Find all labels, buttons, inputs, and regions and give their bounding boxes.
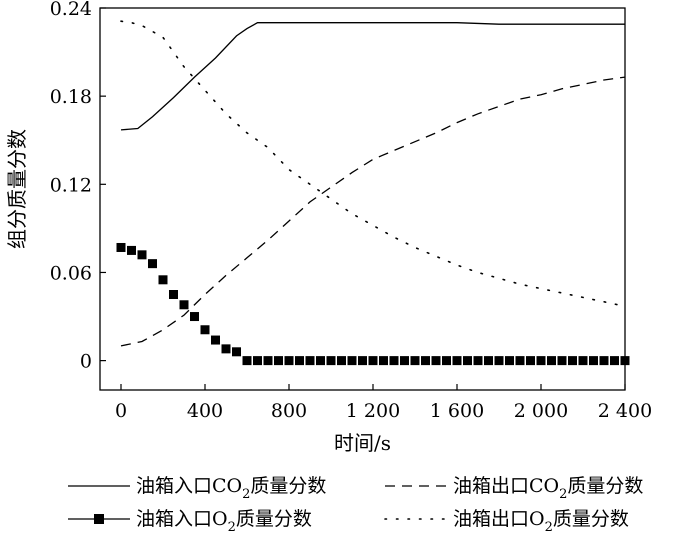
o2-inlet-marker bbox=[358, 356, 367, 366]
o2-inlet-marker bbox=[400, 356, 409, 366]
o2-inlet-marker bbox=[211, 335, 220, 345]
o2-inlet-marker bbox=[116, 242, 126, 252]
o2-inlet-marker bbox=[536, 356, 546, 366]
o2-inlet-marker bbox=[368, 356, 378, 366]
x-tick-label: 1 600 bbox=[430, 400, 484, 422]
o2-inlet-marker bbox=[494, 356, 504, 366]
y-tick-label: 0.18 bbox=[50, 86, 92, 108]
o2-inlet-marker bbox=[389, 356, 399, 366]
o2-inlet-marker bbox=[463, 356, 472, 366]
y-tick-label: 0.12 bbox=[50, 174, 92, 196]
o2-inlet-marker bbox=[589, 356, 598, 366]
o2-inlet-marker bbox=[599, 356, 609, 366]
o2-inlet-marker bbox=[505, 356, 514, 366]
o2-inlet-marker bbox=[557, 356, 567, 366]
x-tick-label: 0 bbox=[115, 400, 127, 422]
co2-inlet-line bbox=[120, 22, 625, 131]
legend-label: 油箱出口CO2质量分数 bbox=[453, 475, 643, 502]
o2-outlet-line bbox=[120, 20, 626, 308]
legend-swatch-marker bbox=[94, 514, 104, 524]
o2-inlet-marker bbox=[484, 356, 493, 366]
x-tick-label: 800 bbox=[271, 400, 307, 422]
o2-inlet-marker bbox=[200, 325, 210, 335]
o2-inlet-marker bbox=[326, 356, 336, 366]
plot-area bbox=[116, 20, 630, 366]
y-tick-label: 0.06 bbox=[50, 262, 92, 284]
o2-inlet-marker bbox=[305, 356, 315, 366]
o2-inlet-marker bbox=[610, 356, 619, 366]
x-tick-label: 2 400 bbox=[598, 400, 652, 422]
x-tick-label: 2 000 bbox=[514, 400, 568, 422]
x-axis-title: 时间/s bbox=[334, 431, 391, 455]
o2-inlet-marker bbox=[578, 356, 588, 366]
o2-inlet-marker bbox=[515, 356, 525, 366]
o2-inlet-marker bbox=[148, 259, 157, 269]
o2-inlet-marker bbox=[179, 300, 189, 310]
o2-inlet-marker bbox=[337, 356, 346, 366]
o2-inlet-marker bbox=[316, 356, 325, 366]
o2-inlet-marker bbox=[568, 356, 577, 366]
o2-inlet-marker bbox=[431, 356, 441, 366]
o2-inlet-marker bbox=[137, 250, 147, 260]
y-axis-title: 组分质量分数 bbox=[5, 129, 29, 249]
legend-label: 油箱入口O2质量分数 bbox=[136, 508, 312, 535]
o2-inlet-marker bbox=[274, 356, 283, 366]
legend-label: 油箱出口O2质量分数 bbox=[453, 508, 629, 535]
o2-inlet-marker bbox=[473, 356, 483, 366]
co2-outlet-line bbox=[120, 76, 626, 347]
axes: 0 0.06 0.12 0.18 0.24 0 400 800 1 200 1 600 2 000 2… bbox=[5, 0, 652, 455]
o2-inlet-marker bbox=[242, 356, 252, 366]
o2-inlet-marker bbox=[158, 275, 168, 285]
o2-inlet-marker bbox=[232, 347, 241, 357]
x-tick-label: 400 bbox=[187, 400, 223, 422]
o2-inlet-marker bbox=[263, 356, 273, 366]
y-tick-label: 0.24 bbox=[50, 0, 92, 20]
plot-frame bbox=[99, 7, 626, 391]
x-tick-label: 1 200 bbox=[346, 400, 400, 422]
o2-inlet-marker bbox=[410, 356, 420, 366]
o2-inlet-marker bbox=[421, 356, 430, 366]
o2-inlet-marker bbox=[295, 356, 304, 366]
o2-inlet-marker bbox=[169, 290, 178, 299]
o2-inlet-marker bbox=[547, 356, 556, 366]
y-tick-label: 0 bbox=[80, 351, 92, 373]
o2-inlet-marker bbox=[221, 344, 231, 354]
o2-inlet-marker bbox=[452, 356, 462, 366]
o2-inlet-marker bbox=[127, 245, 136, 255]
o2-inlet-marker bbox=[284, 356, 294, 366]
o2-inlet-marker bbox=[379, 356, 388, 366]
o2-inlet-marker bbox=[442, 356, 451, 366]
o2-inlet-marker bbox=[253, 356, 262, 366]
legend-label: 油箱入口CO2质量分数 bbox=[136, 475, 326, 502]
o2-inlet-marker bbox=[190, 312, 199, 322]
o2-inlet-marker bbox=[347, 356, 357, 366]
o2-inlet-marker bbox=[526, 356, 535, 366]
